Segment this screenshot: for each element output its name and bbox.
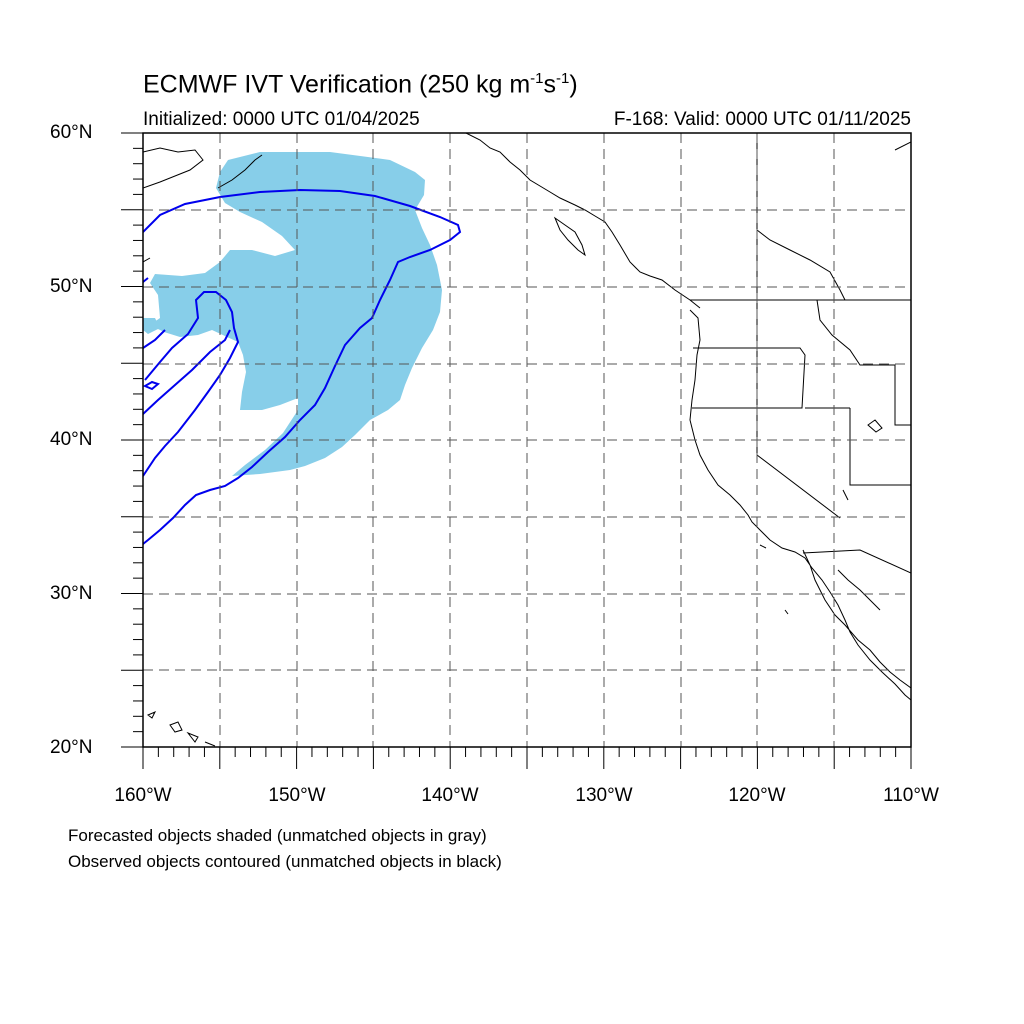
lat-lon-grid — [143, 133, 911, 747]
lon-label-130w: 130°W — [575, 785, 633, 806]
observed-contour-west — [143, 277, 231, 415]
lat-label-20: 20°N — [50, 737, 93, 758]
caption-forecast: Forecasted objects shaded (unmatched obj… — [68, 826, 487, 845]
map-title: ECMWF IVT Verification (250 kg m-1s-1) — [143, 70, 578, 99]
lat-label-60: 60°N — [50, 122, 93, 143]
lon-label-110w: 110°W — [883, 785, 939, 806]
axis-ticks — [121, 132, 912, 769]
observed-contour-main — [143, 188, 462, 545]
lon-label-160w: 160°W — [114, 785, 172, 806]
lat-label-40: 40°N — [50, 429, 93, 450]
lon-label-150w: 150°W — [268, 785, 326, 806]
initialized-time: Initialized: 0000 UTC 01/04/2025 — [143, 109, 420, 130]
caption-observed: Observed objects contoured (unmatched ob… — [68, 852, 502, 871]
forecast-ivt-object — [143, 152, 442, 476]
lat-label-30: 30°N — [50, 583, 93, 604]
observed-contour-small — [143, 380, 161, 391]
valid-time: F-168: Valid: 0000 UTC 01/11/2025 — [613, 109, 911, 130]
observed-contour-inner — [143, 291, 240, 477]
lat-label-50: 50°N — [50, 276, 93, 297]
lon-label-140w: 140°W — [421, 785, 479, 806]
lon-label-120w: 120°W — [728, 785, 786, 806]
